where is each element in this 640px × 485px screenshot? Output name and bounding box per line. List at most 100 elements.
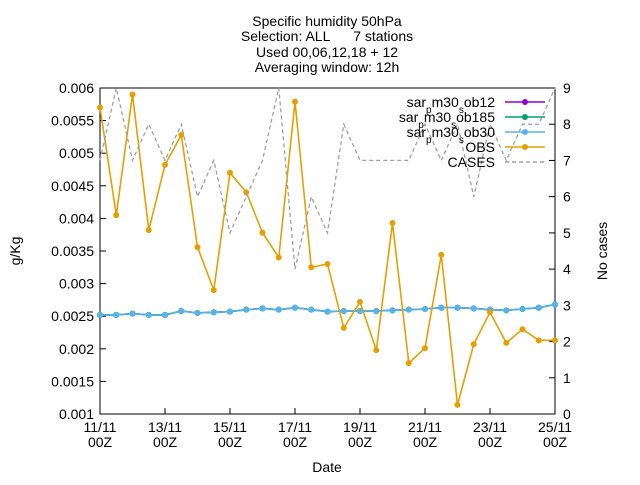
chart-title: Averaging window: 12h [255,59,400,75]
x-tick-label: 00Z [348,434,373,450]
data-point [552,301,558,308]
data-point [389,307,396,314]
y2-axis-label: No cases [594,222,610,280]
y2-tick-label: 2 [563,334,571,350]
y-tick-label: 0.005 [59,145,94,161]
y-tick-label: 0.003 [59,276,94,292]
y-tick-label: 0.0055 [51,113,94,129]
x-tick-label: 00Z [218,434,243,450]
data-point [503,339,510,346]
y2-tick-label: 3 [563,297,571,313]
x-tick-label: 21/11 [408,419,442,435]
data-point [405,306,412,313]
data-point [552,337,558,344]
data-point [324,261,331,268]
y2-tick-label: 9 [563,80,571,96]
data-point [454,401,461,408]
chart-title: Selection: ALL 7 stations [241,28,413,44]
data-point [275,254,282,261]
x-tick-label: 00Z [543,434,568,450]
data-point [145,311,152,318]
data-point [438,251,445,258]
data-point [470,305,477,312]
legend-marker [522,99,528,105]
data-point [194,309,201,316]
data-point [422,345,428,352]
y2-tick-label: 7 [563,152,571,168]
data-point [389,219,396,226]
data-point [129,91,136,98]
data-point [487,309,493,316]
legend-label: CASES [448,154,495,170]
data-point [113,212,120,219]
y-tick-label: 0.001 [59,406,94,422]
y2-tick-label: 1 [563,370,571,386]
x-tick-label: 25/11 [538,419,572,435]
data-point [308,264,315,271]
y-tick-label: 0.0015 [51,373,94,389]
data-point [227,308,233,315]
x-tick-label: 11/11 [84,419,117,435]
data-point [422,306,428,313]
y-tick-label: 0.0045 [51,178,94,194]
data-point [535,337,542,344]
data-point [129,310,136,317]
x-tick-label: 00Z [478,434,503,450]
x-tick-label: 00Z [153,434,178,450]
y-tick-label: 0.006 [59,80,94,96]
data-point [340,307,347,314]
data-point [97,311,103,318]
y-tick-label: 0.002 [59,341,94,357]
y2-tick-label: 8 [563,116,571,132]
legend-marker [522,129,528,135]
y-tick-label: 0.004 [59,210,94,226]
data-point [275,306,282,313]
data-point [210,309,217,316]
y2-tick-label: 0 [563,406,571,422]
x-tick-label: 00Z [283,434,308,450]
data-point [162,161,168,168]
x-tick-label: 15/11 [213,419,247,435]
x-tick-label: 23/11 [473,419,507,435]
series-line [99,87,556,270]
data-point [97,104,103,111]
x-axis-label: Date [312,459,342,475]
data-point [178,307,185,314]
data-point [503,307,510,314]
legend-label: sarpm30sob30 [407,124,496,146]
data-point [259,305,266,312]
y-tick-label: 0.0025 [51,308,94,324]
x-tick-label: 00Z [413,434,438,450]
data-point [113,311,120,318]
x-tick-label: 17/11 [278,419,312,435]
data-point [194,244,201,251]
data-point [162,311,168,318]
legend-label: sarpm30sob12 [407,94,496,116]
x-tick-label: 19/11 [343,419,377,435]
y2-tick-label: 4 [563,261,571,277]
legend-label: OBS [465,139,495,155]
data-point [519,326,526,333]
data-point [470,341,477,348]
data-point [535,304,542,311]
y2-tick-label: 5 [563,225,571,241]
data-point [227,169,233,176]
legend-label: sarpm30sob185 [399,109,495,131]
data-point [438,304,445,311]
data-point [357,298,363,305]
data-point [259,229,266,236]
y-axis-label: g/Kg [7,237,23,266]
chart-title: Used 00,06,12,18 + 12 [256,44,398,60]
x-tick-label: 13/11 [148,419,182,435]
y2-tick-label: 6 [563,189,571,205]
data-point [292,304,298,311]
y-tick-label: 0.0035 [51,243,94,259]
data-point [373,347,380,354]
data-point [210,287,217,294]
data-point [292,98,298,105]
data-point [519,306,526,313]
data-point [145,227,152,234]
data-point [243,306,250,313]
